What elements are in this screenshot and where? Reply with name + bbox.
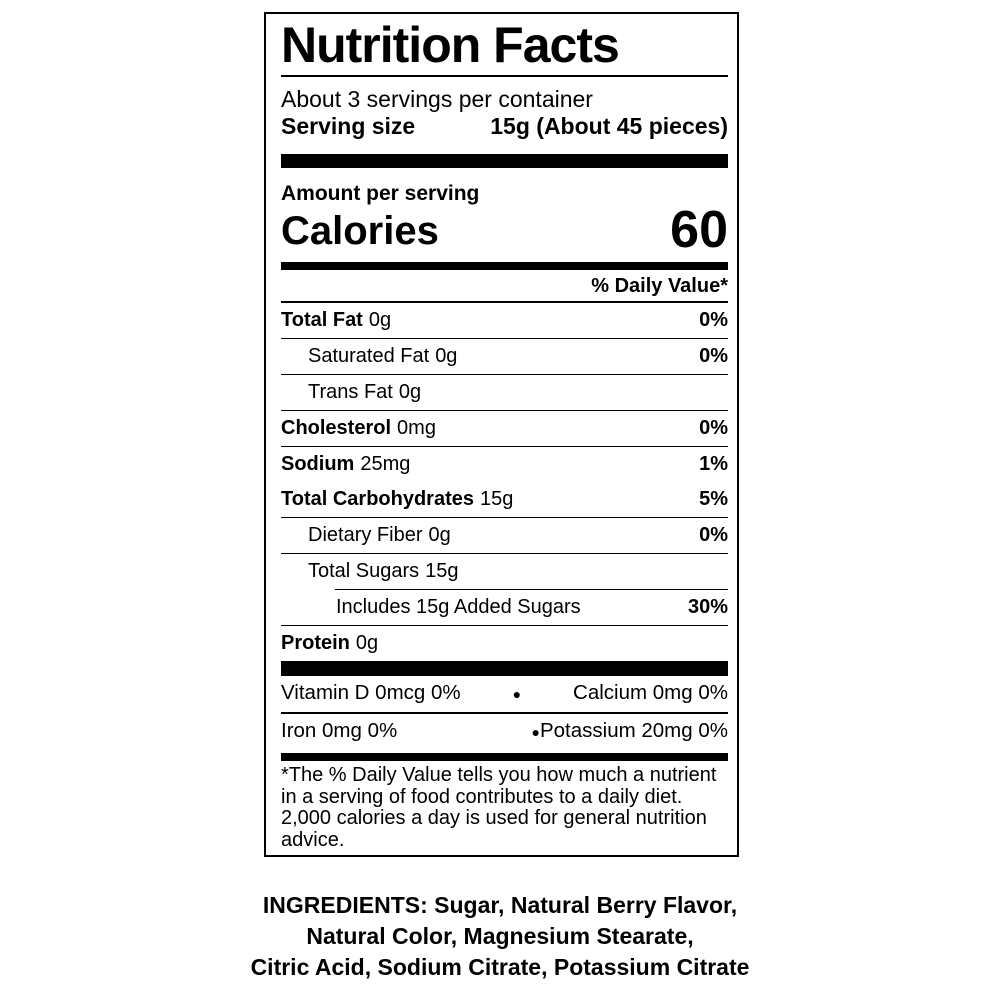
nutrient-row-total-carbohydrates: Total Carbohydrates 15g 5% <box>281 482 728 518</box>
bullet-separator: ● <box>531 724 540 740</box>
serving-size-row: Serving size 15g (About 45 pieces) <box>281 114 728 139</box>
nutrient-amount: 15g <box>425 560 459 582</box>
nutrient-dv: 0% <box>699 309 728 331</box>
nutrient-name: Total Carbohydrates <box>281 488 474 510</box>
iron-value: Iron 0mg 0% <box>281 719 398 742</box>
nutrient-row-saturated-fat: Saturated Fat 0g 0% <box>281 339 728 375</box>
nutrient-dv: 5% <box>699 488 728 510</box>
nutrient-amount: 0g <box>398 381 422 403</box>
daily-value-footnote: *The % Daily Value tells you how much a … <box>281 761 728 851</box>
micronutrient-row-2: Iron 0mg 0% ● Potassium 20mg 0% <box>281 714 728 750</box>
nutrient-row-sodium: Sodium 25mg 1% <box>281 447 728 482</box>
nutrient-name: Protein <box>281 632 350 654</box>
nutrient-row-total-fat: Total Fat 0g 0% <box>281 303 728 339</box>
divider <box>281 75 728 77</box>
nutrient-name: Saturated Fat <box>308 345 430 367</box>
footnote-line: in a serving of food contributes to a da… <box>281 785 683 808</box>
nutrient-amount: 0mg <box>397 417 436 439</box>
nutrient-row-added-sugars: Includes 15g Added Sugars 30% <box>281 590 728 626</box>
nutrient-dv: 0% <box>699 345 728 367</box>
thick-divider-bar <box>281 661 728 676</box>
nutrient-amount: 0g <box>368 309 392 331</box>
thick-divider-bar <box>281 154 728 168</box>
nutrient-name: Dietary Fiber <box>308 524 423 546</box>
serving-size-label: Serving size <box>281 113 416 139</box>
nutrient-dv: 0% <box>699 524 728 546</box>
medium-divider-bar <box>281 262 728 270</box>
nutrient-amount: 15g <box>480 488 514 510</box>
serving-size-value: 15g (About 45 pieces) <box>490 113 728 139</box>
bullet-separator: ● <box>512 686 522 702</box>
daily-value-header: % Daily Value* <box>281 270 728 303</box>
nutrient-dv: 1% <box>699 453 728 475</box>
nutrient-amount: 0g <box>435 345 458 367</box>
vitamin-d-value: Vitamin D 0mcg 0% <box>281 681 461 704</box>
potassium-value: Potassium 20mg 0% <box>539 719 728 742</box>
ingredients-line: INGREDIENTS: Sugar, Natural Berry Flavor… <box>262 892 738 918</box>
medium-divider-bar <box>281 753 728 761</box>
servings-per-container: About 3 servings per container <box>281 86 593 112</box>
nutrient-row-protein: Protein 0g <box>281 626 728 661</box>
footnote-line: *The % Daily Value tells you how much a … <box>281 764 717 786</box>
amount-per-serving-label: Amount per serving <box>281 182 480 205</box>
nutrient-name: Cholesterol <box>281 417 392 439</box>
ingredients-line: Natural Color, Magnesium Stearate, <box>306 923 694 949</box>
nutrient-row-cholesterol: Cholesterol 0mg 0% <box>281 411 728 447</box>
footnote-line: advice. <box>281 828 345 851</box>
nutrient-name: Trans Fat <box>308 381 393 403</box>
nutrient-amount: 0g <box>428 524 451 546</box>
ingredients-line: Citric Acid, Sodium Citrate, Potassium C… <box>250 954 750 980</box>
ingredients-statement: INGREDIENTS: Sugar, Natural Berry Flavor… <box>0 890 1000 983</box>
calories-value: 60 <box>670 201 728 259</box>
nutrient-row-trans-fat: Trans Fat 0g <box>281 375 728 411</box>
nutrient-amount: 25mg <box>360 453 411 475</box>
label-title: Nutrition Facts <box>281 17 620 73</box>
nutrient-dv: 30% <box>687 596 728 618</box>
nutrient-name: Sodium <box>281 453 355 475</box>
footnote-line: 2,000 calories a day is used for general… <box>281 807 707 829</box>
calories-label: Calories <box>281 209 439 253</box>
indented-divider <box>335 589 728 590</box>
calcium-value: Calcium 0mg 0% <box>573 681 728 704</box>
nutrition-facts-label: Nutrition Facts About 3 servings per con… <box>264 12 739 857</box>
nutrient-row-dietary-fiber: Dietary Fiber 0g 0% <box>281 518 728 554</box>
nutrient-dv: 0% <box>699 417 728 439</box>
nutrient-name: Total Sugars <box>308 560 420 582</box>
micronutrient-row-1: Vitamin D 0mcg 0% ● Calcium 0mg 0% <box>281 676 728 714</box>
nutrient-row-total-sugars: Total Sugars 15g <box>281 554 728 589</box>
nutrient-amount: 0g <box>355 632 379 654</box>
calories-row: Calories 60 <box>281 201 728 259</box>
nutrient-name: Total Fat <box>281 309 363 331</box>
nutrient-name: Includes 15g Added Sugars <box>336 596 581 618</box>
